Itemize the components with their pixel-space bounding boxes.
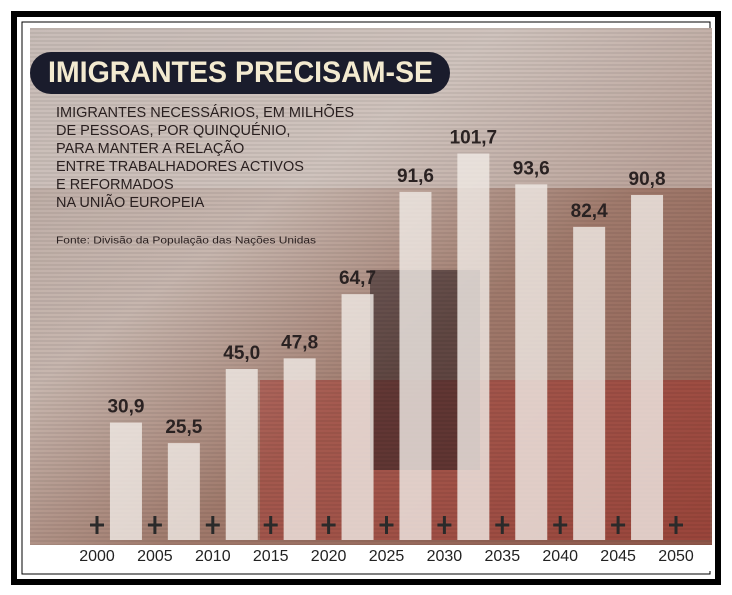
bar (283, 358, 316, 540)
chart-title: IMIGRANTES PRECISAM-SE (48, 56, 433, 89)
value-label: 82,4 (571, 201, 608, 222)
value-label: 91,6 (397, 166, 434, 187)
subtitle-line: NA UNIÃO EUROPEIA (56, 194, 205, 211)
x-tick-label: 2030 (427, 548, 463, 565)
bar (515, 184, 548, 540)
subtitle-line: ENTRE TRABALHADORES ACTIVOS (56, 159, 304, 175)
x-tick-label: 2025 (369, 548, 405, 565)
axis-band (30, 545, 712, 571)
x-tick-label: 2050 (658, 548, 694, 565)
subtitle-line: PARA MANTER A RELAÇÃO (56, 140, 244, 157)
value-label: 30,9 (107, 397, 144, 418)
x-tick-label: 2000 (79, 548, 115, 565)
value-label: 93,6 (513, 158, 550, 179)
bar (457, 153, 490, 541)
bar (573, 226, 606, 540)
value-label: 101,7 (450, 128, 498, 149)
x-tick-label: 2005 (137, 548, 173, 565)
x-tick-label: 2015 (253, 548, 289, 565)
value-label: 90,8 (629, 169, 666, 190)
x-tick-label: 2045 (600, 548, 636, 565)
bar (399, 191, 432, 541)
value-label: 45,0 (223, 343, 260, 364)
bar (167, 443, 200, 540)
value-label: 47,8 (281, 332, 318, 353)
source: Fonte: Divisão da População das Nações U… (56, 236, 316, 247)
subtitle-line: DE PESSOAS, POR QUINQUÉNIO, (56, 122, 290, 139)
bar (631, 194, 664, 540)
x-tick-label: 2010 (195, 548, 231, 565)
bar (225, 369, 258, 540)
subtitle-line: E REFORMADOS (56, 177, 174, 193)
bar (341, 294, 374, 540)
value-label: 64,7 (339, 268, 376, 289)
bar (109, 422, 142, 540)
x-tick-label: 2020 (311, 548, 347, 565)
value-label: 25,5 (165, 417, 202, 438)
x-tick-label: 2035 (485, 548, 521, 565)
subtitle-line: IMIGRANTES NECESSÁRIOS, EM MILHÕES (56, 104, 354, 121)
x-tick-label: 2040 (542, 548, 578, 565)
title-pill (30, 52, 450, 94)
